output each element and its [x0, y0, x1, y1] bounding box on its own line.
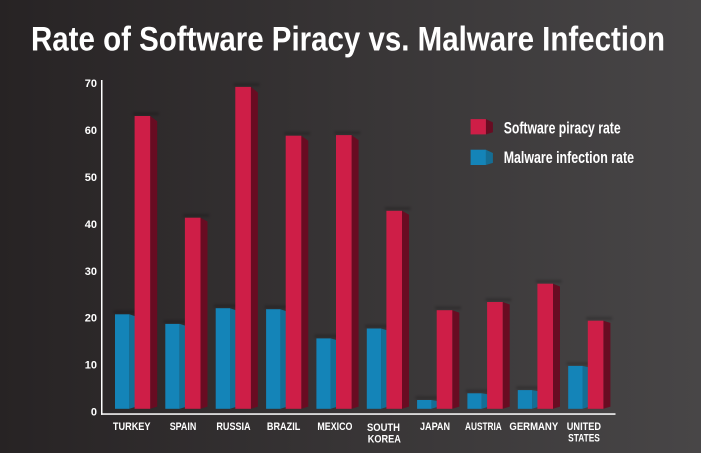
svg-text:MEXICO: MEXICO [317, 421, 352, 433]
svg-text:JAPAN: JAPAN [420, 421, 450, 433]
svg-text:SPAIN: SPAIN [170, 421, 197, 433]
svg-text:GERMANY: GERMANY [509, 421, 559, 433]
svg-text:Rate of Software Piracy vs. Ma: Rate of Software Piracy vs. Malware Infe… [31, 21, 665, 59]
svg-text:20: 20 [85, 313, 97, 325]
svg-text:RUSSIA: RUSSIA [216, 421, 250, 433]
svg-text:Malware infection rate: Malware infection rate [504, 149, 634, 167]
svg-text:KOREA: KOREA [368, 434, 401, 446]
svg-text:BRAZIL: BRAZIL [267, 421, 301, 433]
svg-text:TURKEY: TURKEY [113, 421, 151, 433]
svg-text:UNITED: UNITED [567, 421, 601, 433]
svg-text:Software piracy rate: Software piracy rate [504, 119, 621, 137]
svg-text:50: 50 [85, 172, 97, 184]
svg-text:40: 40 [85, 219, 97, 231]
svg-text:0: 0 [91, 407, 97, 419]
svg-text:30: 30 [85, 266, 97, 278]
svg-text:STATES: STATES [568, 433, 600, 445]
svg-text:70: 70 [85, 78, 97, 90]
svg-text:AUSTRIA: AUSTRIA [465, 421, 502, 433]
svg-text:60: 60 [85, 125, 97, 137]
svg-text:SOUTH: SOUTH [367, 422, 400, 434]
svg-text:10: 10 [85, 360, 97, 372]
